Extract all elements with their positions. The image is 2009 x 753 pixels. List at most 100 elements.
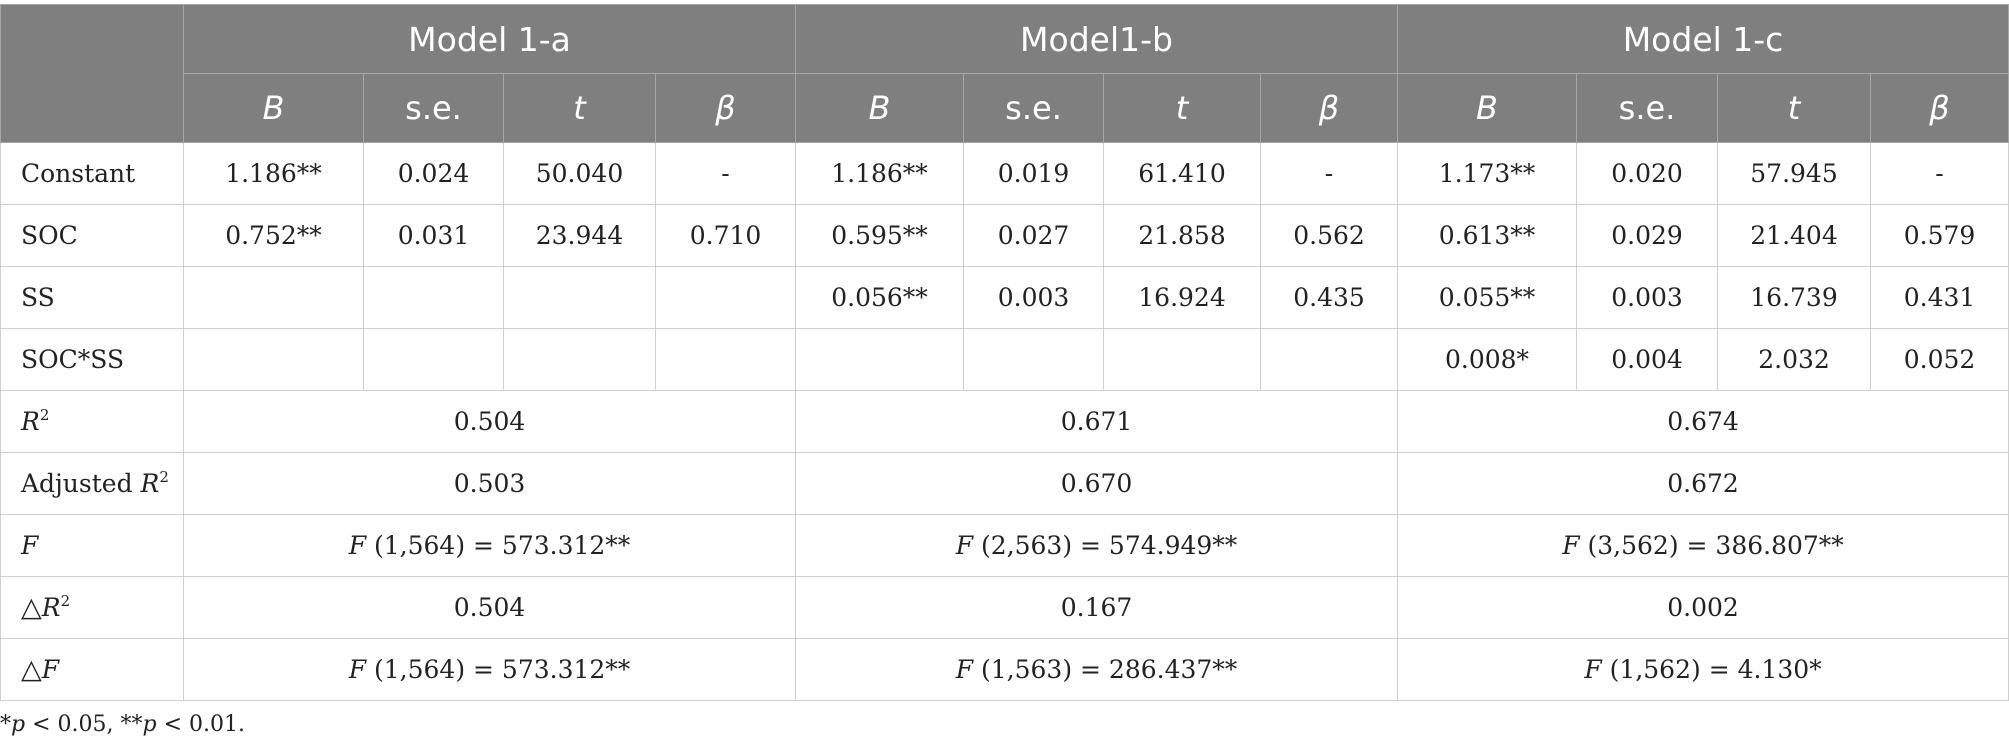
table-cell: 21.858 — [1103, 204, 1262, 267]
row-label: SOC — [0, 204, 184, 267]
delta-icon: △ — [21, 592, 42, 623]
label-text: Adjusted — [21, 469, 141, 498]
stat-t-header: t — [503, 73, 656, 143]
r-symbol: R — [21, 407, 40, 436]
row-delta-r2: △R2 0.504 0.167 0.002 — [0, 576, 2009, 639]
table-cell — [1103, 328, 1262, 391]
model-1a-header: Model 1-a — [182, 4, 797, 74]
stat-beta-header: β — [654, 73, 797, 143]
superscript: 2 — [60, 592, 71, 610]
table-cell — [654, 266, 797, 329]
delta-icon: △ — [21, 654, 42, 685]
table-cell — [654, 328, 797, 391]
table-cell — [363, 328, 504, 391]
table-cell: 0.562 — [1260, 204, 1399, 267]
superscript: 2 — [159, 468, 169, 486]
stat-se-header: s.e. — [963, 73, 1105, 143]
table-cell: 0.002 — [1397, 576, 2009, 639]
table-row: SS 0.056** 0.003 16.924 0.435 0.055** 0.003 16.… — [0, 266, 2009, 329]
f-symbol: F — [21, 531, 39, 560]
table-cell: 0.431 — [1870, 266, 2009, 329]
table-cell — [1260, 328, 1399, 391]
f-symbol: F — [41, 655, 60, 684]
footnote-text: < 0.05, ** — [25, 712, 143, 737]
table-cell: 0.670 — [795, 452, 1399, 515]
table-cell — [503, 328, 656, 391]
table-cell: 0.579 — [1870, 204, 2009, 267]
stat-b-header: B — [795, 73, 965, 143]
stat-header-row: B s.e. t β B s.e. t β B s.e. t β — [1, 73, 2009, 143]
stat-t-header: t — [1717, 73, 1872, 143]
table-cell: 0.503 — [182, 452, 797, 515]
row-delta-f: △F F (1,564) = 573.312** F (1,563) = 286… — [0, 638, 2009, 701]
table-cell — [363, 266, 504, 329]
table-cell: 0.595** — [795, 204, 965, 267]
stat-beta-header: β — [1260, 73, 1399, 143]
table-cell: 0.004 — [1576, 328, 1719, 391]
model-1b-header: Model1-b — [795, 4, 1399, 74]
table-cell — [183, 328, 364, 391]
stat-b-header: B — [183, 73, 364, 143]
table-cell: 0.003 — [1576, 266, 1719, 329]
footnote-text: < 0.01. — [156, 712, 245, 737]
table-cell: 50.040 — [503, 142, 656, 205]
table-cell: 0.613** — [1397, 204, 1578, 267]
row-label: △F — [0, 638, 184, 701]
table-row: SOC 0.752** 0.031 23.944 0.710 0.595** 0.027 21… — [0, 204, 2009, 267]
row-label: F — [0, 514, 184, 577]
row-label: R2 — [0, 390, 184, 453]
table-cell: F (2,563) = 574.949** — [795, 514, 1399, 577]
table-cell — [183, 266, 364, 329]
model-header-row: Model 1-a Model1-b Model 1-c — [0, 4, 2009, 143]
table-cell: 0.710 — [654, 204, 797, 267]
table-cell: - — [654, 142, 797, 205]
footnote-text: * — [0, 712, 11, 737]
stat-beta-header: β — [1870, 73, 2009, 143]
f-symbol: F — [348, 655, 367, 684]
table-cell: F (1,564) = 573.312** — [182, 638, 797, 701]
row-label: Constant — [0, 142, 184, 205]
row-label: Adjusted R2 — [0, 452, 184, 515]
r-symbol: R — [41, 593, 61, 622]
table-row: Constant 1.186** 0.024 50.040-1.186** 0.019 6… — [0, 142, 2009, 205]
table-cell: 0.674 — [1397, 390, 2009, 453]
model-1c-header: Model 1-c — [1397, 4, 2009, 74]
stat-se-header: s.e. — [363, 73, 504, 143]
row-adjusted-r2: Adjusted R2 0.503 0.670 0.672 — [0, 452, 2009, 515]
corner-cell — [0, 4, 184, 143]
table-cell: 1.186** — [795, 142, 965, 205]
table-cell: 0.435 — [1260, 266, 1399, 329]
f-value: (2,563) = 574.949** — [973, 531, 1238, 560]
table-cell: 21.404 — [1717, 204, 1872, 267]
f-symbol: F — [1562, 531, 1580, 560]
table-cell: 0.056** — [795, 266, 965, 329]
table-cell: - — [1260, 142, 1399, 205]
table-cell: F (1,564) = 573.312** — [182, 514, 797, 577]
table-cell: 16.739 — [1717, 266, 1872, 329]
f-symbol: F — [955, 531, 974, 560]
table-cell: 1.186** — [183, 142, 364, 205]
table-cell: 0.008* — [1397, 328, 1578, 391]
footnote-p: p — [142, 712, 157, 737]
table-cell: 0.167 — [795, 576, 1399, 639]
stat-se-header: s.e. — [1576, 73, 1719, 143]
table-cell: 0.019 — [963, 142, 1105, 205]
table-cell: 0.752** — [183, 204, 364, 267]
f-symbol: F — [1584, 655, 1602, 684]
f-value: (1,562) = 4.130* — [1601, 655, 1822, 684]
row-label: SOC*SS — [0, 328, 184, 391]
table-cell: 57.945 — [1717, 142, 1872, 205]
table-cell: 0.027 — [963, 204, 1105, 267]
table-cell: 0.029 — [1576, 204, 1719, 267]
table-cell: 2.032 — [1717, 328, 1872, 391]
table-cell — [963, 328, 1105, 391]
table-cell: F (3,562) = 386.807** — [1397, 514, 2009, 577]
table-cell: F (1,562) = 4.130* — [1397, 638, 2009, 701]
stat-b-header: B — [1397, 73, 1578, 143]
table-cell: F (1,563) = 286.437** — [795, 638, 1399, 701]
table-cell — [503, 266, 656, 329]
row-r2: R2 0.504 0.671 0.674 — [0, 390, 2009, 453]
table-cell: 0.052 — [1870, 328, 2009, 391]
superscript: 2 — [39, 406, 50, 424]
f-value: (1,563) = 286.437** — [973, 655, 1238, 684]
